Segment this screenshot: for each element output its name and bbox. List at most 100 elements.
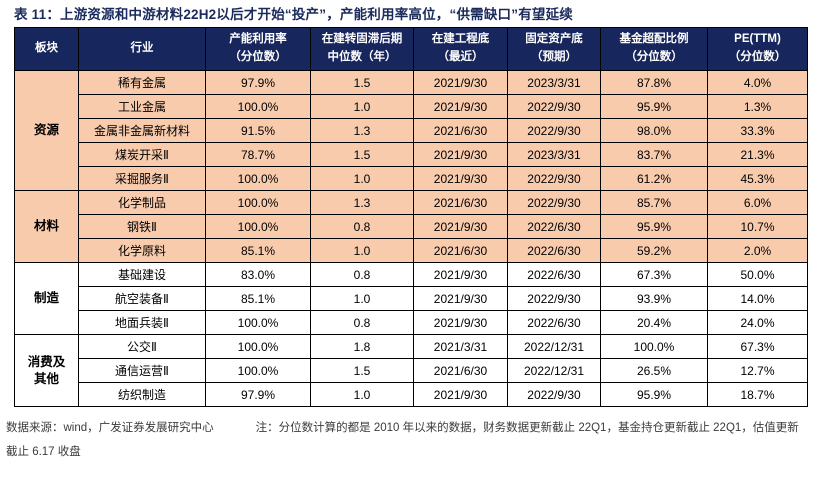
value-cell: 1.5 (310, 142, 414, 167)
value-cell: 93.9% (600, 286, 708, 311)
table-row: 资源 稀有金属 97.9% 1.5 2021/9/30 2023/3/31 87.8% 4.0… (14, 70, 808, 191)
data-source-text: 数据来源：wind，广发证券发展研究中心 (6, 422, 214, 434)
value-cell: 12.7% (707, 358, 808, 383)
value-cell: 100.0% (600, 334, 708, 359)
value-cell: 100.0% (205, 310, 311, 335)
industry-cell: 金属非金属新材料 (78, 118, 206, 143)
section-label: 资源 (14, 70, 79, 191)
value-cell: 2022/9/30 (507, 286, 601, 311)
value-cell: 2022/6/30 (507, 262, 601, 287)
value-cell: 98.0% (600, 118, 708, 143)
value-cell: 24.0% (707, 310, 808, 335)
industry-cell: 工业金属 (78, 94, 206, 119)
column-header-7: 基金超配比例 （分位数） (600, 27, 708, 71)
value-cell: 1.8 (310, 334, 414, 359)
value-cell: 2022/12/31 (507, 358, 601, 383)
value-cell: 85.7% (600, 190, 708, 215)
industry-cell: 航空装备Ⅱ (78, 286, 206, 311)
value-cell: 1.0 (310, 94, 414, 119)
value-cell: 18.7% (707, 382, 808, 407)
table-header: 板块 行业 产能利用率 （分位数） 在建转固滞后期 中位数（年） 在建工程底 （最近） 固定资产… (14, 27, 808, 71)
value-cell: 45.3% (707, 166, 808, 191)
value-cell: 2022/9/30 (507, 94, 601, 119)
table-row: 化学原料 85.1% 1.0 2021/6/30 2022/6/30 59.2% 2.0% (15, 238, 808, 263)
column-header-1: 板块 (14, 27, 79, 71)
value-cell: 95.9% (600, 214, 708, 239)
value-cell: 95.9% (600, 94, 708, 119)
value-cell: 4.0% (707, 70, 808, 95)
industry-cell: 纺织制造 (78, 382, 206, 407)
column-header-4: 在建转固滞后期 中位数（年） (310, 27, 414, 71)
value-cell: 2022/6/30 (507, 214, 601, 239)
table-row: 材料 化学制品 100.0% 1.3 2021/6/30 2022/9/30 85.7% 6.… (14, 190, 808, 263)
table-row: 航空装备Ⅱ 85.1% 1.0 2021/9/30 2022/9/30 93.9% 14.0… (15, 286, 808, 311)
table-row: 煤炭开采Ⅱ 78.7% 1.5 2021/9/30 2023/3/31 83.7% 21.3… (15, 142, 808, 167)
table-row: 通信运营Ⅱ 100.0% 1.5 2021/6/30 2022/12/31 26.5% 12… (15, 358, 808, 383)
industry-cell: 基础建设 (78, 262, 206, 287)
value-cell: 1.3 (310, 190, 414, 215)
value-cell: 2022/9/30 (507, 166, 601, 191)
value-cell: 26.5% (600, 358, 708, 383)
table-row: 消费及 其他 公交Ⅱ 100.0% 1.8 2021/3/31 2022/12/31 100… (14, 334, 808, 407)
value-cell: 2021/9/30 (413, 382, 508, 407)
value-cell: 21.3% (707, 142, 808, 167)
note-text: 注：分位数计算的都是 2010 年以来的数据，财务数据更新截止 22Q1，基金持… (6, 422, 799, 458)
footnote: 数据来源：wind，广发证券发展研究中心 注：分位数计算的都是 2010 年以来的… (6, 416, 810, 464)
value-cell: 1.5 (310, 70, 414, 95)
industry-cell: 公交Ⅱ (78, 334, 206, 359)
industry-cell: 地面兵装Ⅱ (78, 310, 206, 335)
column-header-6: 固定资产底 （预期） (507, 27, 601, 71)
value-cell: 20.4% (600, 310, 708, 335)
value-cell: 1.5 (310, 358, 414, 383)
value-cell: 2023/3/31 (507, 70, 601, 95)
value-cell: 2022/9/30 (507, 118, 601, 143)
value-cell: 2021/9/30 (413, 70, 508, 95)
value-cell: 6.0% (707, 190, 808, 215)
value-cell: 2021/6/30 (413, 358, 508, 383)
column-header-3: 产能利用率 （分位数） (205, 27, 311, 71)
value-cell: 1.0 (310, 286, 414, 311)
value-cell: 61.2% (600, 166, 708, 191)
value-cell: 0.8 (310, 214, 414, 239)
value-cell: 2021/9/30 (413, 166, 508, 191)
value-cell: 50.0% (707, 262, 808, 287)
value-cell: 2021/6/30 (413, 118, 508, 143)
industry-cell: 煤炭开采Ⅱ (78, 142, 206, 167)
industry-cell: 采掘服务Ⅱ (78, 166, 206, 191)
value-cell: 1.0 (310, 238, 414, 263)
value-cell: 2023/3/31 (507, 142, 601, 167)
value-cell: 2021/9/30 (413, 214, 508, 239)
industry-cell: 稀有金属 (78, 70, 206, 95)
value-cell: 100.0% (205, 166, 311, 191)
column-header-5: 在建工程底 （最近） (413, 27, 508, 71)
value-cell: 97.9% (205, 70, 311, 95)
value-cell: 2022/12/31 (507, 334, 601, 359)
table-row: 采掘服务Ⅱ 100.0% 1.0 2021/9/30 2022/9/30 61.2% 45.… (15, 166, 808, 191)
value-cell: 1.0 (310, 166, 414, 191)
value-cell: 95.9% (600, 382, 708, 407)
value-cell: 2022/6/30 (507, 238, 601, 263)
column-header-2: 行业 (78, 27, 206, 71)
value-cell: 0.8 (310, 262, 414, 287)
value-cell: 2021/6/30 (413, 190, 508, 215)
data-table: 板块 行业 产能利用率 （分位数） 在建转固滞后期 中位数（年） 在建工程底 （最近） 固定资产… (14, 27, 808, 407)
value-cell: 1.3% (707, 94, 808, 119)
value-cell: 2021/9/30 (413, 286, 508, 311)
value-cell: 100.0% (205, 334, 311, 359)
value-cell: 100.0% (205, 358, 311, 383)
industry-cell: 化学原料 (78, 238, 206, 263)
table-row: 钢铁Ⅱ 100.0% 0.8 2021/9/30 2022/6/30 95.9% 10.7% (15, 214, 808, 239)
value-cell: 100.0% (205, 190, 311, 215)
value-cell: 78.7% (205, 142, 311, 167)
value-cell: 2021/9/30 (413, 262, 508, 287)
table-body: 资源 稀有金属 97.9% 1.5 2021/9/30 2023/3/31 87.8% 4.0… (14, 70, 808, 407)
industry-cell: 钢铁Ⅱ (78, 214, 206, 239)
value-cell: 59.2% (600, 238, 708, 263)
table-row: 制造 基础建设 83.0% 0.8 2021/9/30 2022/6/30 67.3% 50.… (14, 262, 808, 335)
section-label: 材料 (14, 190, 79, 263)
header-row: 板块 行业 产能利用率 （分位数） 在建转固滞后期 中位数（年） 在建工程底 （最近） 固定资产… (14, 27, 808, 71)
table-row: 工业金属 100.0% 1.0 2021/9/30 2022/9/30 95.9% 1.3% (15, 94, 808, 119)
value-cell: 2021/9/30 (413, 310, 508, 335)
value-cell: 2021/9/30 (413, 142, 508, 167)
value-cell: 83.0% (205, 262, 311, 287)
